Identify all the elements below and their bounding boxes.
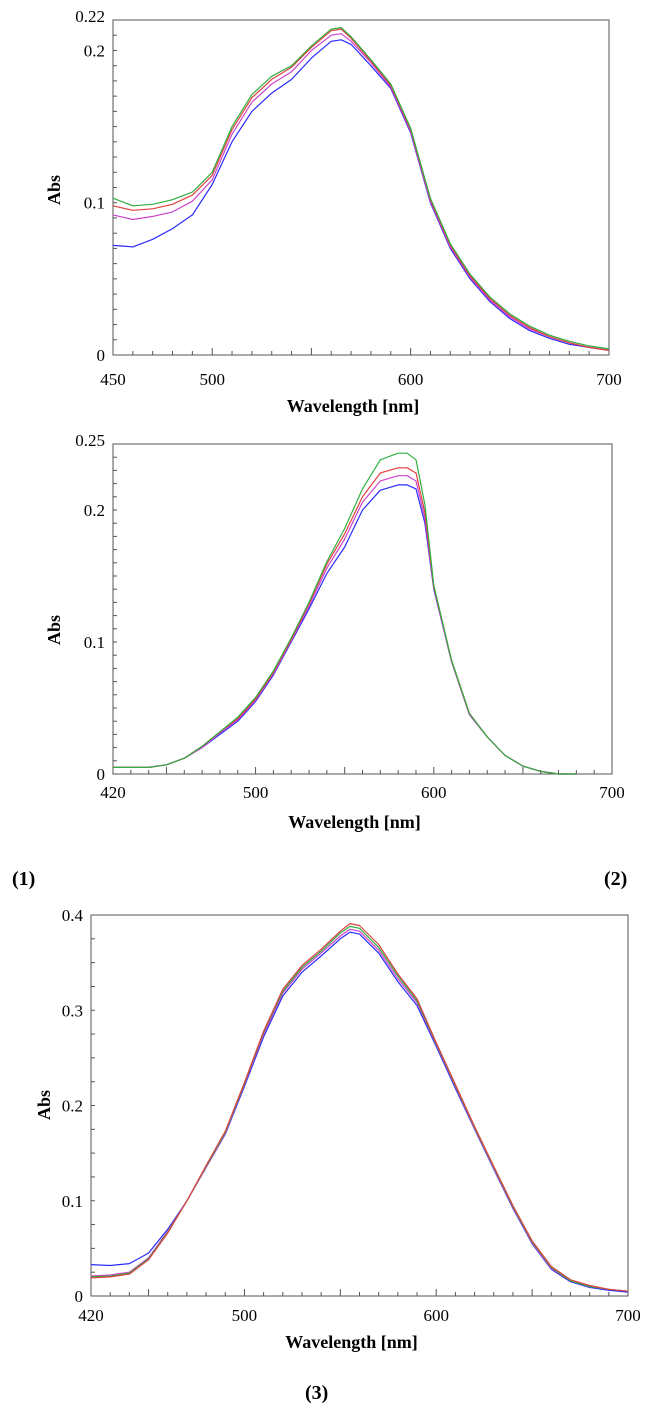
y-tick-label: 0.1 [84, 194, 105, 213]
y-tick-label: 0.25 [75, 431, 105, 450]
x-tick-label: 450 [100, 370, 126, 389]
x-tick-label: 500 [243, 783, 269, 802]
panel-label-1: (1) [12, 868, 36, 890]
y-axis-title: Abs [34, 1090, 54, 1120]
x-axis-title: Wavelength [nm] [287, 396, 420, 416]
panel-label-2: (2) [604, 868, 628, 890]
x-tick-label: 600 [421, 783, 447, 802]
x-tick-label: 600 [423, 1306, 449, 1325]
y-axis-title: Abs [44, 175, 64, 205]
y-tick-label: 0.2 [84, 501, 105, 520]
x-tick-label: 420 [78, 1306, 104, 1325]
y-tick-label: 0.1 [62, 1192, 83, 1211]
series-line-4 [90, 923, 629, 1292]
y-tick-label: 0 [97, 346, 106, 365]
x-tick-label: 700 [615, 1306, 641, 1325]
series-line-4 [113, 452, 577, 775]
panel-label-3: (3) [305, 1382, 329, 1404]
y-tick-label: 0.2 [62, 1097, 83, 1116]
x-tick-label: 500 [232, 1306, 258, 1325]
y-tick-label: 0.4 [62, 906, 84, 925]
x-tick-label: 700 [599, 783, 625, 802]
plot-frame [90, 914, 629, 1297]
series-line-3 [113, 467, 577, 775]
x-axis-title: Wavelength [nm] [288, 812, 421, 832]
y-tick-label: 0.22 [75, 7, 105, 26]
x-tick-label: 600 [398, 370, 424, 389]
absorbance-chart-1: 450 500 600 700 0 0.1 0.2 0.22 Wavelength [nm] Ab… [44, 7, 622, 416]
x-axis-title: Wavelength [nm] [285, 1332, 418, 1352]
x-tick-label: 700 [596, 370, 622, 389]
y-tick-label: 0 [97, 765, 106, 784]
y-axis-title: Abs [44, 615, 64, 645]
y-tick-label: 0.1 [84, 633, 105, 652]
y-tick-label: 0 [75, 1287, 84, 1306]
series-line-2 [90, 928, 629, 1292]
series-line-3 [90, 925, 629, 1292]
series-line-3 [112, 28, 610, 351]
series-line-2 [113, 475, 577, 775]
plot-frame [112, 443, 613, 775]
absorbance-chart-2: 420 500 600 700 0 0.1 0.2 0.25 Wavelength [nm] Ab… [44, 431, 625, 832]
series-line-4 [112, 27, 610, 350]
absorbance-chart-3: 420 500 600 700 0 0.1 0.2 0.3 0.4 Wavelength [nm]… [34, 906, 641, 1352]
x-tick-label: 500 [199, 370, 225, 389]
series-line-1 [90, 931, 629, 1293]
y-tick-label: 0.2 [84, 41, 105, 60]
series-line-1 [112, 39, 610, 351]
plot-frame [112, 19, 610, 356]
y-tick-label: 0.3 [62, 1001, 83, 1020]
x-tick-label: 420 [100, 783, 126, 802]
series-line-2 [112, 33, 610, 351]
